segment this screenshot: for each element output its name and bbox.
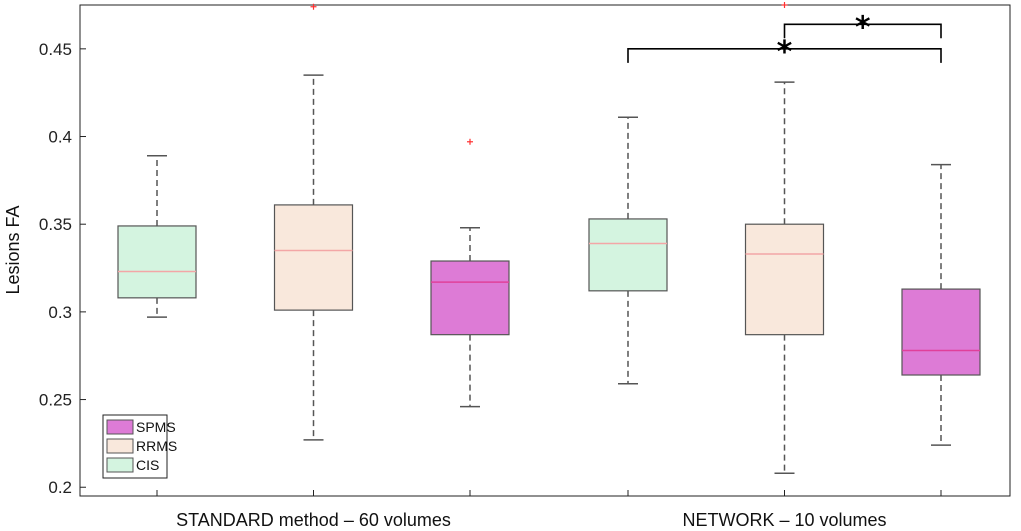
box-spms-group2: [901, 288, 981, 376]
outlier-spms-group1: [467, 138, 473, 145]
legend-label-cis: CIS: [136, 457, 159, 473]
box-spms-group1: [430, 260, 510, 336]
y-tick-label: 0.4: [48, 128, 72, 147]
y-tick-label: 0.35: [39, 215, 72, 234]
box-cis-group2: [588, 218, 668, 292]
significance-star: *: [777, 35, 793, 70]
legend-label-rrms: RRMS: [136, 438, 177, 454]
box-cis-group1: [117, 225, 197, 299]
y-axis: 0.2 0.25 0.3 0.35 0.4 0.45: [39, 40, 86, 497]
legend: SPMS RRMS CIS: [102, 414, 177, 479]
legend-label-spms: SPMS: [136, 419, 176, 435]
box-rrms-group2: [744, 223, 825, 336]
y-tick-label: 0.45: [39, 40, 72, 59]
x-axis-group-labels: STANDARD method – 60 volumes NETWORK – 10…: [176, 510, 886, 530]
outlier-rrms-group1: [310, 3, 317, 10]
box-rrms-group1: [273, 204, 354, 311]
legend-swatch-rrms: [106, 438, 134, 454]
significance-brackets: **: [627, 10, 942, 70]
y-tick-label: 0.3: [48, 303, 72, 322]
group-label: STANDARD method – 60 volumes: [176, 510, 451, 530]
significance-bracket: [627, 48, 942, 63]
y-tick-label: 0.25: [39, 391, 72, 410]
significance-star: *: [855, 10, 871, 45]
legend-swatch-cis: [106, 457, 134, 473]
boxes: [117, 2, 981, 496]
outlier-rrms-group2: [781, 2, 788, 8]
significance-bracket: [783, 23, 942, 39]
outlier-rrms-group2: [781, 42, 788, 49]
y-tick-label: 0.2: [48, 478, 72, 497]
legend-swatch-spms: [106, 419, 134, 435]
y-axis-title: Lesions FA: [3, 205, 23, 294]
group-label: NETWORK – 10 volumes: [682, 510, 886, 530]
plot-frame: [79, 4, 1011, 497]
